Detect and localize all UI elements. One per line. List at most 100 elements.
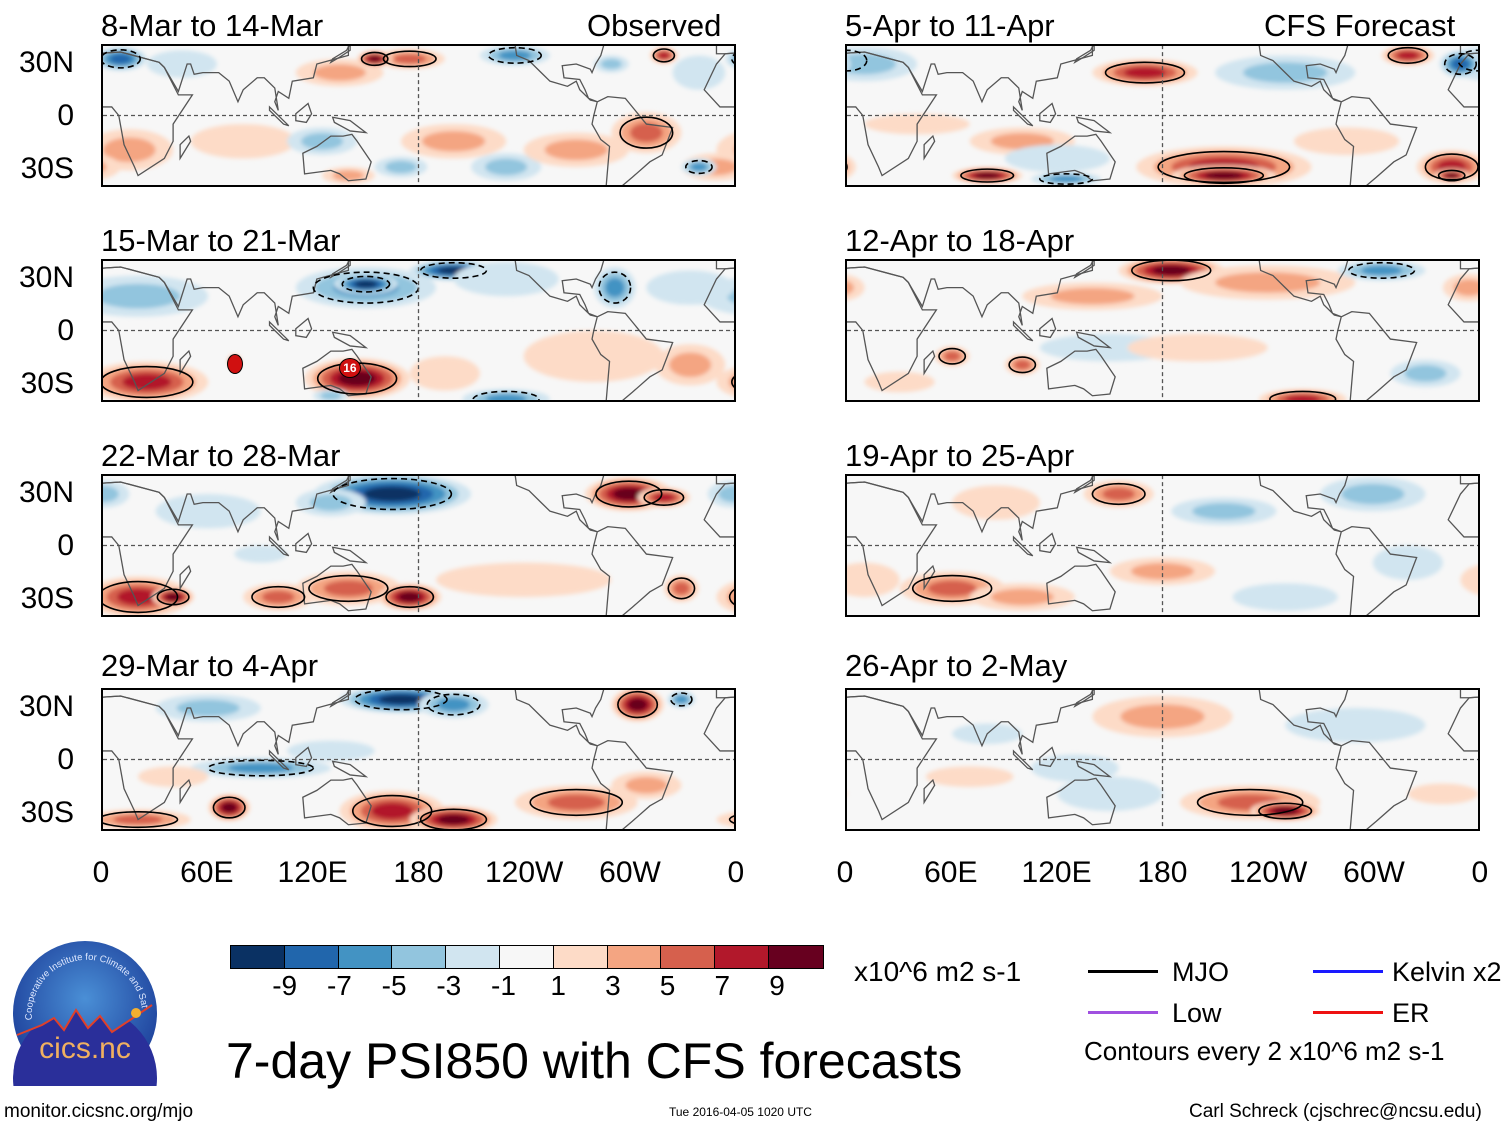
coastline	[333, 547, 366, 562]
coastline	[924, 780, 935, 802]
anomaly-blob	[690, 162, 708, 171]
lat-label: 30N	[18, 476, 74, 509]
lon-label: 120W	[485, 856, 564, 889]
coastline	[1014, 537, 1033, 556]
legend-label-kelvin: Kelvin x2	[1392, 957, 1502, 987]
anomaly-blob	[544, 139, 608, 161]
coastline	[515, 476, 604, 532]
colorbar	[230, 945, 824, 969]
map-panel	[845, 688, 1480, 831]
anomaly-blob	[974, 172, 1000, 179]
coastline	[1040, 533, 1056, 552]
footer-url[interactable]: monitor.cicsnc.org/mjo	[4, 1101, 194, 1122]
coastline	[1075, 690, 1094, 706]
coastline	[515, 690, 604, 746]
anomaly-blob	[847, 155, 856, 179]
coastline	[847, 690, 1092, 754]
cics-logo: Cooperative Institute for Climate and Sa…	[9, 932, 158, 1086]
lon-label: 180	[1137, 856, 1188, 889]
coastline	[1040, 747, 1056, 766]
anomaly-blob	[716, 367, 734, 397]
coastline	[180, 780, 191, 802]
anomaly-blob	[1372, 545, 1443, 580]
coastline	[1259, 476, 1348, 532]
legend-label-low: Low	[1172, 998, 1222, 1028]
coastline	[1460, 690, 1478, 754]
mjo-contour	[157, 589, 189, 604]
logo-text: cics.nc	[39, 1032, 131, 1065]
anomaly-blob	[1285, 395, 1321, 400]
anomaly-blob	[103, 162, 107, 172]
colorbar-swatch	[231, 946, 285, 968]
legend-line-kelvin	[1313, 970, 1383, 973]
storm-marker: 16	[338, 357, 361, 378]
map-panel	[101, 44, 736, 187]
lat-label: 30N	[18, 46, 74, 79]
anomaly-blob	[1215, 272, 1321, 293]
anomaly-blob	[725, 49, 734, 68]
mjo-contour	[103, 812, 177, 827]
coastline	[1040, 318, 1056, 337]
lat-label: 0	[57, 314, 74, 347]
mjo-contour	[421, 809, 487, 829]
colorbar-swatch	[715, 946, 769, 968]
anomaly-blob	[658, 52, 670, 59]
mjo-contour	[847, 50, 867, 71]
lon-label: 60E	[924, 856, 978, 889]
lon-label: 180	[393, 856, 444, 889]
coastline	[331, 46, 350, 62]
anomaly-blob	[103, 485, 119, 503]
anomaly-blob	[547, 794, 605, 811]
map-panel	[845, 259, 1480, 402]
anomaly-blob	[1120, 704, 1205, 729]
anomaly-blob	[103, 283, 181, 309]
anomaly-blob	[1397, 51, 1419, 60]
map-panel: 16	[101, 259, 736, 402]
colorbar-tick-label: -5	[381, 970, 407, 1001]
footer-timestamp: Tue 2016-04-05 1020 UTC	[669, 1105, 812, 1119]
anomaly-blob	[398, 592, 422, 602]
anomaly-blob	[1361, 265, 1403, 276]
coastline	[331, 261, 350, 277]
coastline	[704, 696, 734, 820]
coastline	[270, 322, 289, 341]
contour-note: Contours every 2 x10^6 m2 s-1	[1084, 1036, 1445, 1066]
anomaly-blob	[320, 391, 342, 400]
coastline	[1077, 117, 1110, 132]
colorbar-tick-label: 7	[714, 970, 731, 1001]
mjo-contour	[1158, 152, 1289, 183]
coastline	[180, 351, 191, 373]
coastline	[592, 312, 673, 400]
map-panel	[845, 44, 1480, 187]
anomaly-blob	[1460, 564, 1478, 595]
coastline	[924, 136, 935, 158]
anomaly-blob	[287, 740, 375, 762]
coastline	[103, 690, 348, 754]
coastline	[592, 741, 673, 829]
mjo-contour	[213, 797, 245, 818]
anomaly-blob	[332, 170, 365, 181]
anomaly-blob	[146, 50, 217, 78]
coastline	[331, 476, 350, 492]
lat-label: 30S	[20, 367, 74, 400]
colorbar-tick-label: -7	[326, 970, 352, 1001]
anomaly-blob	[110, 54, 132, 64]
coastline	[331, 690, 350, 706]
colorbar-tick-label: -1	[491, 970, 516, 1001]
coastline	[1460, 476, 1478, 540]
coastline	[924, 351, 935, 373]
anomaly-blob	[422, 130, 486, 152]
coastline	[270, 751, 289, 770]
coastline	[1014, 322, 1033, 341]
coastline	[847, 46, 1092, 110]
anomaly-blob	[1232, 583, 1338, 611]
map-panel	[101, 474, 736, 617]
anomaly-blob	[1057, 776, 1163, 811]
coastline	[303, 134, 371, 180]
mjo-contour	[386, 587, 433, 608]
anomaly-blob	[1407, 783, 1478, 805]
anomaly-blob	[847, 280, 855, 295]
anomaly-blob	[309, 494, 352, 511]
anomaly-blob	[103, 137, 156, 163]
anomaly-blob	[221, 802, 237, 813]
